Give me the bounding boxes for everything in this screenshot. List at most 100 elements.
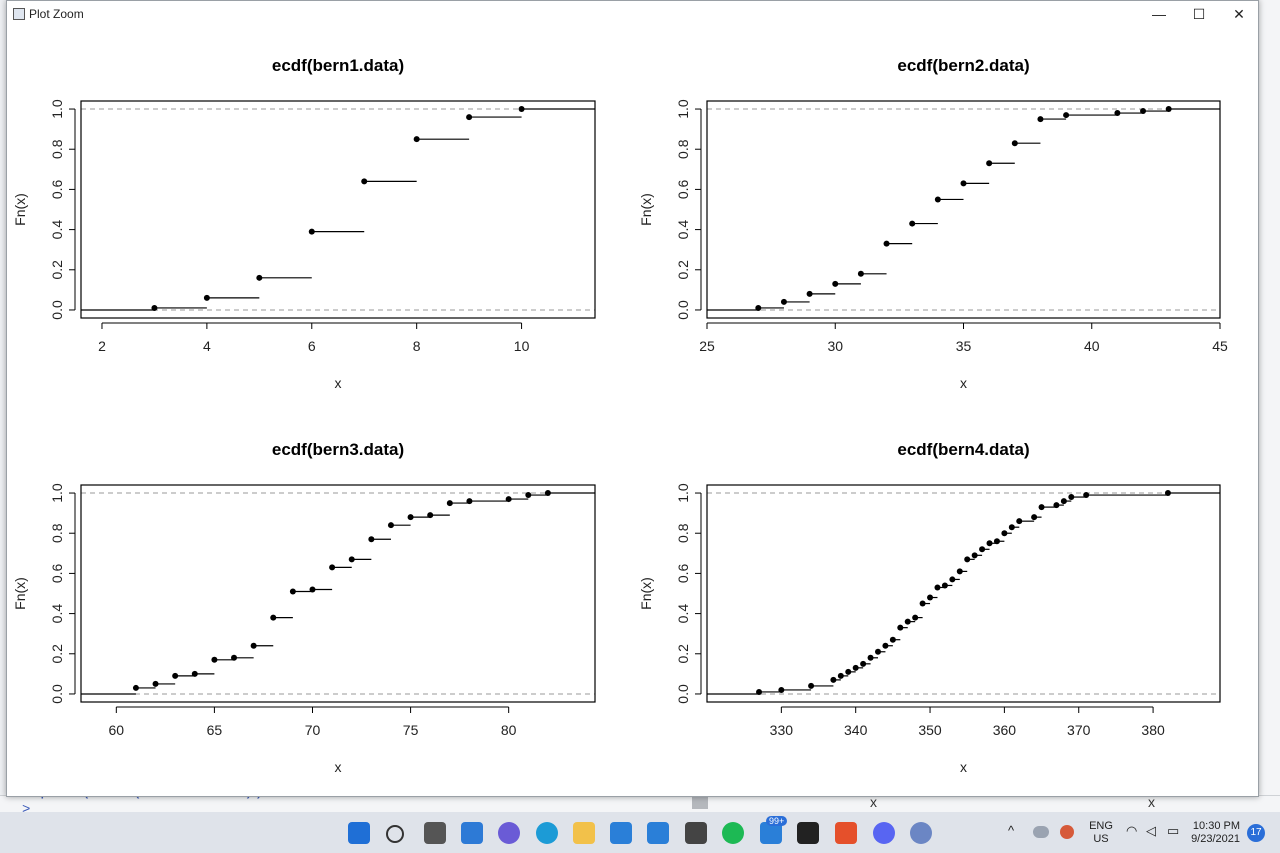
vscode-icon[interactable]: [647, 822, 669, 844]
x-axis-label: x: [335, 759, 342, 775]
command-prompt-icon[interactable]: [797, 822, 819, 844]
tray-app-icon[interactable]: [1060, 825, 1074, 839]
y-tick-label: 0.8: [675, 139, 691, 159]
ecdf-point: [1008, 524, 1015, 531]
todo-icon[interactable]: [760, 822, 782, 844]
pane-label-x: x: [870, 794, 877, 810]
ecdf-point: [934, 584, 941, 591]
ecdf-point: [1016, 518, 1023, 525]
ecdf-point: [986, 160, 993, 167]
ecdf-point: [289, 588, 296, 595]
widgets-icon[interactable]: [461, 822, 483, 844]
ecdf-point: [979, 546, 986, 553]
ecdf-point: [889, 636, 896, 643]
ecdf-point: [466, 498, 473, 505]
maximize-button[interactable]: ☐: [1192, 6, 1206, 22]
spotify-icon[interactable]: [722, 822, 744, 844]
x-tick-label: 360: [993, 722, 1017, 738]
ecdf-point: [756, 688, 763, 695]
ecdf-point: [993, 538, 1000, 545]
chart-title: ecdf(bern4.data): [897, 440, 1029, 459]
x-axis-label: x: [335, 375, 342, 391]
wifi-icon[interactable]: ◠: [1126, 823, 1138, 838]
y-tick-label: 0.0: [49, 684, 65, 704]
ecdf-panel: ecdf(bern1.data) 2 4 6 8 10 0.0 0.2 0.4 0.6 0.8 1.0…: [12, 56, 596, 391]
ecdf-point: [875, 648, 881, 655]
chart-title: ecdf(bern3.data): [272, 440, 404, 459]
ecdf-point: [1140, 108, 1147, 115]
volume-icon[interactable]: ◁: [1146, 823, 1156, 838]
y-tick-label: 0.8: [675, 523, 691, 543]
y-tick-label: 1.0: [675, 99, 691, 119]
clock[interactable]: 10:30 PM 9/23/2021: [1188, 820, 1240, 846]
y-tick-label: 0.6: [49, 563, 65, 583]
ecdf-point: [387, 522, 394, 529]
ecdf-point: [964, 556, 971, 563]
ecdf-point: [845, 668, 852, 675]
ecdf-point: [1164, 490, 1171, 497]
y-tick-label: 0.2: [675, 644, 691, 664]
ecdf-point: [308, 228, 315, 235]
x-tick-label: 370: [1067, 722, 1091, 738]
search-icon[interactable]: [386, 825, 404, 843]
discord-icon[interactable]: [873, 822, 895, 844]
x-tick-label: 80: [501, 722, 517, 738]
y-tick-label: 0.8: [49, 523, 65, 543]
y-tick-label: 0.2: [49, 644, 65, 664]
ecdf-point: [309, 586, 316, 593]
ecdf-point: [949, 576, 956, 583]
ecdf-point: [941, 582, 948, 589]
ecdf-point: [1031, 514, 1038, 521]
start-icon[interactable]: [348, 822, 370, 844]
file-explorer-icon[interactable]: [573, 822, 595, 844]
y-tick-label: 0.2: [49, 260, 65, 280]
pane-label-x: x: [1148, 794, 1155, 810]
chart-title: ecdf(bern2.data): [897, 56, 1029, 75]
x-tick-label: 6: [308, 338, 316, 354]
x-tick-label: 2: [98, 338, 106, 354]
y-tick-label: 0.0: [49, 300, 65, 320]
y-tick-label: 1.0: [49, 483, 65, 503]
tray-chevron-icon[interactable]: ^: [1008, 823, 1015, 838]
ecdf-point: [986, 540, 993, 547]
ecdf-point: [780, 298, 787, 305]
ecdf-point: [852, 664, 859, 671]
r-app-icon[interactable]: [910, 822, 932, 844]
ecdf-point: [446, 500, 453, 507]
ecdf-point: [956, 568, 963, 575]
battery-icon[interactable]: ▭: [1167, 823, 1180, 838]
clock-time: 10:30 PM: [1192, 820, 1240, 832]
y-tick-label: 0.4: [49, 220, 65, 240]
terminal-window-icon[interactable]: [685, 822, 707, 844]
ecdf-point: [1083, 492, 1090, 499]
task-view-icon[interactable]: [424, 822, 446, 844]
plot-frame: [706, 100, 1221, 319]
keyboard-layout: US: [1093, 833, 1109, 845]
ecdf-point: [407, 514, 414, 521]
x-axis-label: x: [960, 375, 967, 391]
ecdf-point: [1114, 110, 1121, 117]
title-bar[interactable]: Plot Zoom — ☐ ✕: [7, 1, 1258, 27]
ecdf-point: [544, 490, 551, 497]
onedrive-icon[interactable]: [1033, 826, 1049, 838]
close-button[interactable]: ✕: [1233, 6, 1245, 22]
ecdf-point: [1001, 530, 1008, 537]
brave-icon[interactable]: [835, 822, 857, 844]
teams-icon[interactable]: [498, 822, 520, 844]
minimize-button[interactable]: —: [1152, 6, 1166, 22]
edge-icon[interactable]: [536, 822, 558, 844]
ecdf-point: [231, 654, 238, 661]
app-badge: 99+: [766, 816, 788, 826]
ecdf-point: [1165, 106, 1172, 113]
y-tick-label: 0.0: [675, 684, 691, 704]
notification-badge[interactable]: 17: [1247, 824, 1265, 842]
ecdf-point: [755, 304, 762, 311]
y-axis-label: Fn(x): [638, 193, 654, 226]
ecdf-panel: ecdf(bern2.data) 25 30 35 40 45 0.0 0.2 0.4 0.6 0.…: [638, 56, 1228, 391]
ecdf-point: [518, 106, 525, 113]
language-indicator[interactable]: ENG US: [1088, 820, 1114, 846]
mail-icon[interactable]: [610, 822, 632, 844]
chart-title: ecdf(bern1.data): [272, 56, 404, 75]
console-scrollbar[interactable]: [692, 795, 708, 809]
ecdf-point: [172, 672, 179, 679]
